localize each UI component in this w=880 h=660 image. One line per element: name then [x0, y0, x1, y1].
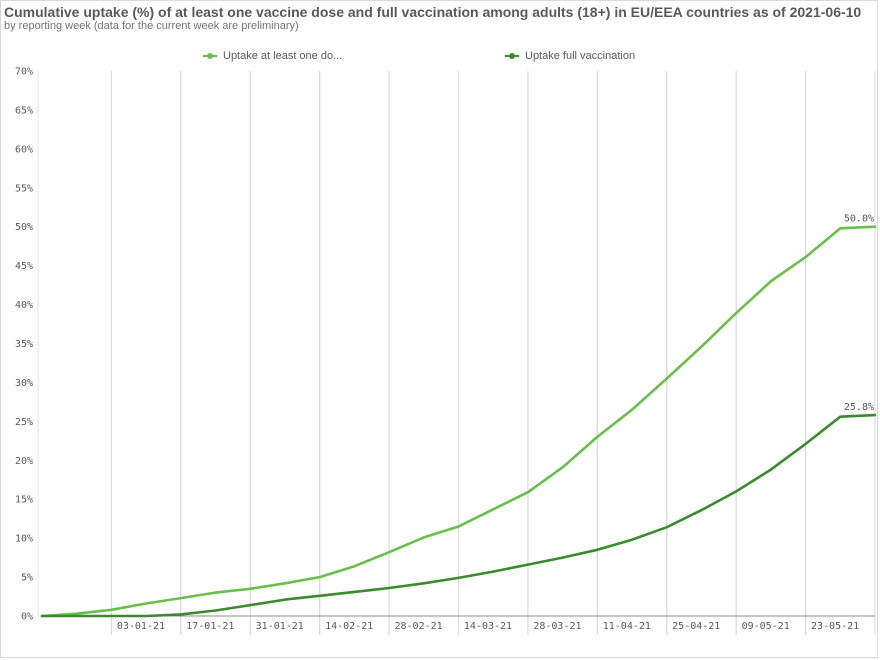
data-point — [561, 466, 564, 469]
y-tick-label: 15% — [15, 495, 33, 506]
y-tick-label: 5% — [21, 573, 33, 584]
x-tick-label: 17-01-21 — [186, 621, 234, 632]
data-point — [422, 536, 425, 539]
y-tick-label: 25% — [15, 417, 33, 428]
data-point — [422, 582, 425, 585]
legend-label-one-dose: Uptake at least one do... — [223, 50, 343, 62]
data-point — [144, 602, 148, 605]
data-point — [179, 613, 183, 616]
y-tick-label: 30% — [15, 378, 33, 389]
data-point — [283, 598, 287, 601]
data-point — [526, 491, 530, 494]
data-point — [734, 311, 738, 315]
x-tick-label: 03-01-21 — [117, 621, 165, 632]
data-point — [561, 556, 564, 559]
data-point — [873, 413, 877, 417]
data-label: 25.8% — [844, 402, 874, 413]
data-point — [839, 415, 842, 418]
y-tick-label: 40% — [15, 300, 33, 311]
x-tick-label: 28-02-21 — [394, 621, 442, 632]
data-point — [700, 345, 703, 348]
x-tick-label: 14-02-21 — [325, 621, 373, 632]
chart-title: Cumulative uptake (%) of at least one va… — [4, 4, 862, 20]
data-point — [387, 586, 391, 590]
data-point — [353, 564, 356, 568]
data-point — [734, 490, 738, 493]
data-point — [630, 538, 634, 541]
x-tick-label: 09-05-21 — [742, 621, 790, 632]
y-tick-label: 65% — [15, 105, 33, 116]
chart-legend: Uptake at least one do... Uptake full va… — [0, 50, 880, 66]
data-point — [630, 408, 634, 411]
legend-marker-one-dose — [203, 51, 217, 61]
data-point — [179, 596, 183, 600]
data-point — [75, 612, 78, 615]
x-tick-label: 25-04-21 — [672, 621, 720, 632]
data-point — [40, 614, 44, 618]
data-point — [457, 525, 460, 528]
data-point — [387, 550, 391, 554]
data-point — [596, 548, 599, 552]
data-point — [492, 570, 495, 573]
label-layer: 50.0% 25.8% — [844, 214, 874, 413]
y-tick-label: 0% — [21, 612, 33, 623]
data-point — [318, 594, 321, 597]
data-point — [144, 614, 148, 618]
y-tick-label: 55% — [15, 183, 33, 194]
legend-label-full-vaccination: Uptake full vaccination — [525, 50, 636, 62]
y-tick-label: 70% — [15, 67, 33, 78]
data-point — [214, 591, 217, 594]
data-point — [700, 508, 703, 512]
data-point — [873, 225, 877, 228]
y-tick-label: 20% — [15, 456, 33, 467]
chart-subtitle: by reporting week (data for the current … — [4, 20, 299, 32]
data-point — [75, 614, 78, 618]
x-tick-label: 31-01-21 — [256, 621, 304, 632]
y-tick-label: 45% — [15, 261, 33, 272]
data-point — [596, 435, 599, 439]
x-tick-label: 11-04-21 — [603, 621, 651, 632]
x-tick-label: 23-05-21 — [811, 621, 859, 632]
series-layer — [40, 225, 877, 618]
data-point — [526, 563, 530, 566]
data-point — [283, 582, 287, 585]
data-point — [457, 576, 460, 580]
data-point — [214, 609, 217, 612]
x-tick-label: 28-03-21 — [533, 621, 581, 632]
data-point — [492, 508, 495, 511]
axis-layer: 0% 5% 10% 15% 20% 25% 30% 35% 40% 45% 50% 55% 60% 65%… — [15, 67, 875, 632]
data-point — [249, 603, 252, 607]
data-point — [804, 255, 807, 259]
data-point — [110, 614, 113, 618]
legend-marker-full-vaccination — [505, 51, 519, 61]
data-point — [665, 526, 668, 529]
grid-layer — [110, 71, 876, 635]
y-tick-label: 35% — [15, 339, 33, 350]
y-tick-label: 60% — [15, 144, 33, 155]
data-point — [249, 587, 252, 590]
legend-item-one-dose[interactable]: Uptake at least one do... — [203, 50, 342, 62]
y-tick-label: 10% — [15, 534, 33, 545]
x-tick-label: 14-03-21 — [464, 621, 512, 632]
legend-item-full-vaccination[interactable]: Uptake full vaccination — [505, 50, 635, 62]
data-point — [353, 590, 356, 594]
data-point — [110, 608, 113, 611]
data-point — [769, 280, 773, 283]
y-tick-label: 50% — [15, 222, 33, 233]
data-point — [665, 377, 668, 380]
data-point — [839, 227, 842, 230]
data-point — [318, 575, 321, 579]
data-point — [769, 468, 773, 471]
data-label: 50.0% — [844, 214, 874, 225]
data-point — [804, 442, 807, 446]
